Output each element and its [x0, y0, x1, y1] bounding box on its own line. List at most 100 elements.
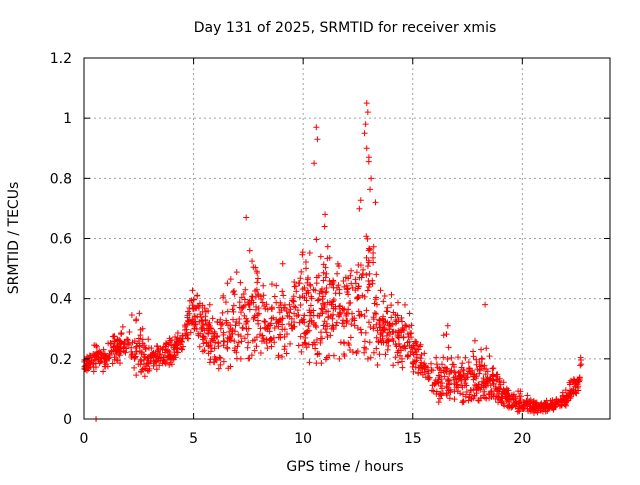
data-point — [83, 357, 90, 364]
x-tick-label: 20 — [513, 431, 531, 447]
data-point — [313, 360, 320, 367]
data-point — [566, 381, 573, 388]
data-point — [503, 398, 510, 405]
data-point — [377, 287, 384, 294]
data-point — [150, 358, 157, 365]
data-point — [299, 341, 306, 348]
data-point — [460, 399, 467, 406]
data-point — [489, 365, 496, 372]
data-point — [249, 294, 256, 301]
data-point — [260, 292, 267, 299]
data-point — [177, 335, 184, 342]
data-point — [433, 380, 440, 387]
data-point — [470, 395, 477, 402]
data-point — [303, 329, 310, 336]
data-point — [268, 315, 275, 322]
data-point — [264, 325, 271, 332]
data-point — [471, 337, 478, 344]
data-point — [417, 341, 424, 348]
data-point — [185, 317, 192, 324]
data-point — [444, 366, 451, 373]
data-point — [388, 291, 395, 298]
data-point — [230, 316, 237, 323]
data-point — [421, 362, 428, 369]
data-point — [241, 312, 248, 319]
data-point — [232, 322, 239, 329]
data-point — [490, 377, 497, 384]
data-point — [357, 326, 364, 333]
data-point — [162, 346, 169, 353]
data-point — [186, 304, 193, 311]
data-point — [385, 337, 392, 344]
data-point — [220, 342, 227, 349]
data-point — [374, 362, 381, 369]
data-point — [495, 385, 502, 392]
data-point — [229, 331, 236, 338]
data-point — [456, 373, 463, 380]
data-point — [212, 356, 219, 363]
data-point — [355, 261, 362, 268]
data-point — [220, 358, 227, 365]
data-point — [398, 355, 405, 362]
data-point — [304, 274, 311, 281]
data-point — [480, 379, 487, 386]
data-point — [288, 322, 295, 329]
data-point — [327, 332, 334, 339]
data-point — [473, 361, 480, 368]
data-point — [219, 309, 226, 316]
data-point — [496, 379, 503, 386]
data-point — [139, 340, 146, 347]
data-point — [440, 332, 447, 339]
data-point — [323, 329, 330, 336]
data-point — [217, 361, 224, 368]
data-point — [249, 293, 256, 300]
data-point — [395, 359, 402, 366]
data-point — [183, 322, 190, 329]
data-point — [328, 301, 335, 308]
data-point — [366, 245, 373, 252]
data-point — [118, 340, 125, 347]
data-point — [428, 366, 435, 373]
data-point — [366, 246, 373, 253]
data-point — [429, 387, 436, 394]
data-point — [298, 316, 305, 323]
data-point — [310, 286, 317, 293]
data-point — [404, 353, 411, 360]
data-point — [279, 288, 286, 295]
data-point — [92, 352, 99, 359]
data-point — [406, 310, 413, 317]
data-point — [445, 344, 452, 351]
data-point — [306, 359, 313, 366]
data-point — [370, 243, 377, 250]
y-tick-label: 1 — [63, 111, 72, 127]
data-point — [275, 354, 282, 361]
data-point — [553, 396, 560, 403]
data-point — [543, 397, 550, 404]
data-point — [318, 360, 325, 367]
data-point — [395, 347, 402, 354]
data-point — [527, 396, 534, 403]
data-point — [429, 382, 436, 389]
data-point — [137, 332, 144, 339]
data-point — [355, 283, 362, 290]
data-point — [95, 355, 102, 362]
data-point — [179, 332, 186, 339]
data-point — [114, 336, 121, 343]
data-point — [477, 394, 484, 401]
data-point — [356, 274, 363, 281]
data-point — [165, 353, 172, 360]
data-point — [428, 360, 435, 367]
data-point — [167, 359, 174, 366]
data-point — [297, 275, 304, 282]
data-point — [483, 395, 490, 402]
data-point — [309, 341, 316, 348]
data-point — [361, 344, 368, 351]
data-point — [382, 351, 389, 358]
data-point — [236, 304, 243, 311]
x-tick-label: 15 — [404, 431, 422, 447]
data-point — [250, 264, 257, 271]
data-point — [324, 333, 331, 340]
data-point — [476, 381, 483, 388]
data-point — [320, 277, 327, 284]
data-point — [513, 398, 520, 405]
